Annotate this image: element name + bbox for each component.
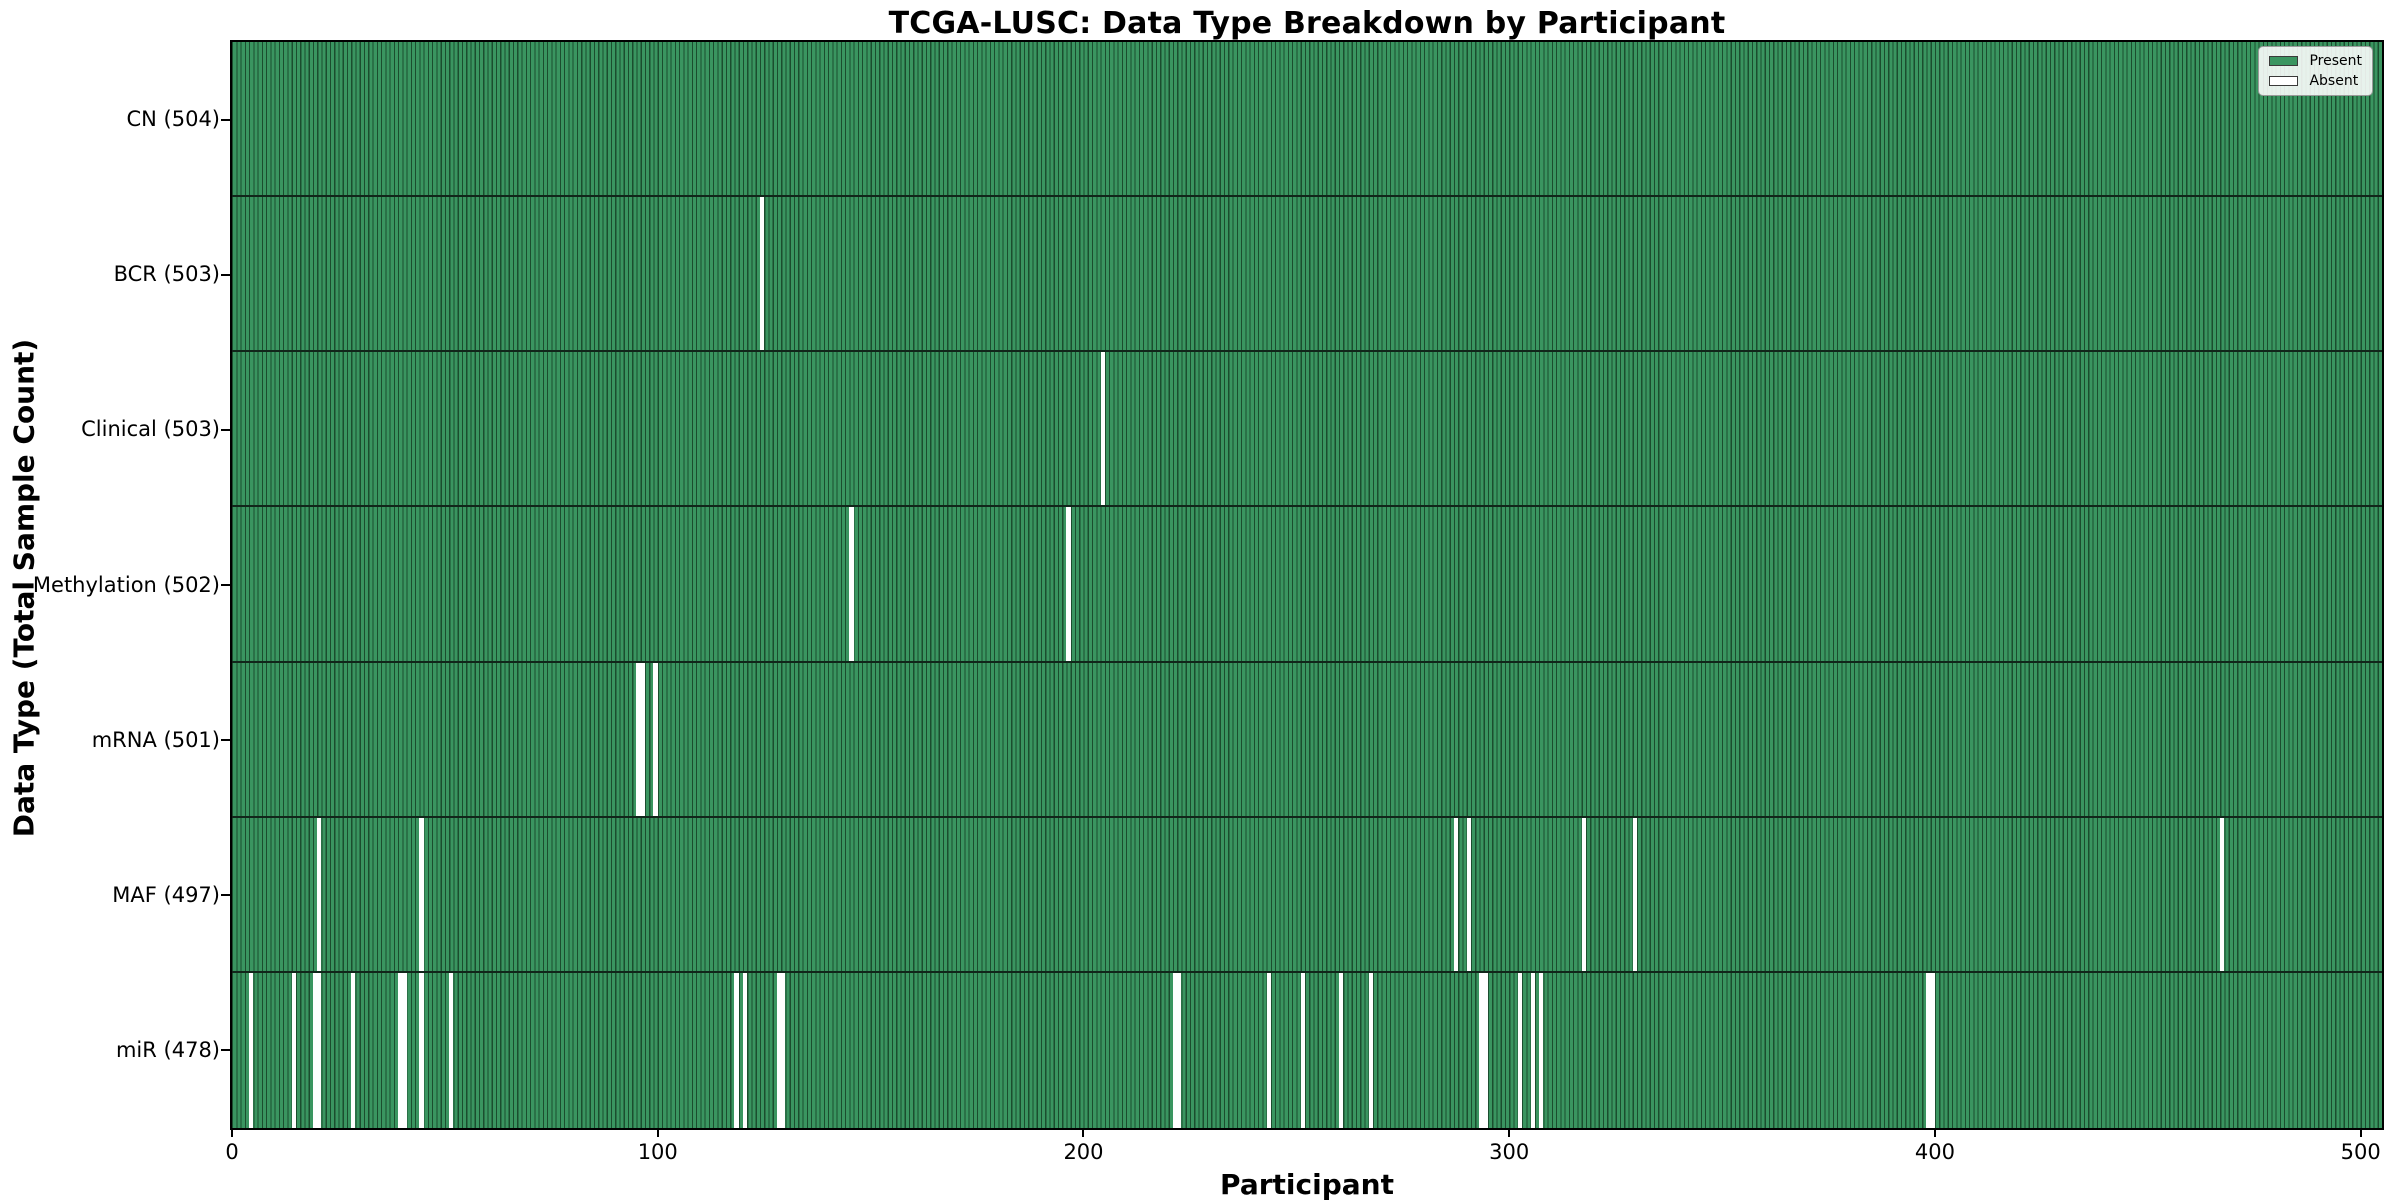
absent-gap (742, 972, 748, 1128)
x-tick-label-500: 500 (2340, 1140, 2381, 1164)
absent-gap (1581, 817, 1586, 971)
y-tick-label-maf: MAF (497) (112, 882, 220, 907)
absent-gap (317, 972, 322, 1128)
absent-gap (1539, 972, 1544, 1128)
absent-gap (351, 972, 356, 1128)
row-cn (232, 42, 2382, 198)
absent-gap (249, 972, 254, 1128)
absent-gap (419, 817, 424, 971)
absent-gap (1479, 972, 1484, 1128)
chart-title: TCGA-LUSC: Data Type Breakdown by Partic… (888, 6, 1726, 41)
absent-gap (653, 662, 658, 816)
absent-swatch-icon (2269, 76, 2299, 86)
absent-gap (398, 972, 403, 1128)
legend-entry-absent: Absent (2269, 74, 2362, 88)
row-clinical (232, 352, 2382, 508)
row-methylation (232, 507, 2382, 663)
legend-label-absent: Absent (2309, 73, 2359, 89)
absent-gap (1466, 817, 1471, 971)
y-tick-mark (221, 739, 230, 742)
y-tick-mark (221, 894, 230, 897)
absent-gap (1632, 817, 1637, 971)
absent-gap (849, 507, 854, 661)
absent-gap (1100, 352, 1105, 506)
y-tick-label-clinical: Clinical (503) (81, 417, 220, 442)
absent-gap (734, 972, 739, 1128)
absent-gap (781, 972, 786, 1128)
x-tick-label-300: 300 (1489, 1140, 1530, 1164)
absent-gap (640, 662, 645, 816)
y-tick-label-bcr: BCR (503) (113, 262, 220, 287)
x-axis-label: Participant (1220, 1168, 1394, 1200)
absent-gap (1338, 972, 1344, 1128)
absent-gap (636, 662, 641, 816)
absent-gap (1530, 972, 1535, 1128)
absent-gap (312, 972, 318, 1128)
absent-gap (1177, 972, 1182, 1128)
absent-gap (1930, 972, 1935, 1128)
x-tick-mark (1082, 1128, 1085, 1137)
absent-gap (1483, 972, 1488, 1128)
y-tick-mark (221, 584, 230, 586)
x-tick-mark (231, 1128, 233, 1137)
row-mir (232, 972, 2382, 1128)
row-bcr (232, 197, 2382, 353)
absent-gap (1066, 507, 1071, 661)
x-tick-label-200: 200 (1063, 1140, 1104, 1164)
absent-gap (419, 972, 424, 1128)
x-tick-label-100: 100 (637, 1140, 678, 1164)
legend-label-present: Present (2309, 53, 2362, 69)
absent-gap (291, 972, 296, 1128)
absent-gap (1300, 972, 1305, 1128)
x-tick-label-400: 400 (1914, 1140, 1956, 1164)
absent-gap (1517, 972, 1522, 1128)
x-tick-mark (1933, 1128, 1936, 1137)
legend-entry-present: Present (2269, 54, 2362, 68)
plot-area (230, 40, 2384, 1130)
absent-gap (1172, 972, 1178, 1128)
absent-gap (1266, 972, 1271, 1128)
y-tick-mark (221, 1049, 230, 1052)
present-swatch-icon (2269, 56, 2299, 66)
absent-gap (1453, 817, 1459, 971)
y-tick-mark (221, 273, 230, 276)
y-tick-label-mir: miR (478) (115, 1037, 220, 1062)
absent-gap (1368, 972, 1373, 1128)
x-tick-mark (1508, 1128, 1511, 1137)
x-tick-mark (2359, 1128, 2362, 1137)
absent-gap (317, 817, 322, 971)
absent-gap (2220, 817, 2225, 971)
x-tick-label-0: 0 (225, 1140, 239, 1164)
absent-gap (1926, 972, 1931, 1128)
row-mrna (232, 662, 2382, 818)
row-maf (232, 817, 2382, 973)
absent-gap (449, 972, 454, 1128)
y-tick-label-cn: CN (504) (126, 107, 220, 132)
y-tick-label-methylation: Methylation (502) (32, 572, 220, 597)
y-tick-mark (221, 428, 230, 431)
absent-gap (759, 197, 765, 351)
y-tick-mark (221, 118, 230, 121)
x-tick-mark (656, 1128, 659, 1137)
absent-gap (776, 972, 782, 1128)
y-tick-label-mrna: mRNA (501) (91, 727, 220, 752)
legend: Present Absent (2258, 46, 2373, 96)
absent-gap (402, 972, 407, 1128)
